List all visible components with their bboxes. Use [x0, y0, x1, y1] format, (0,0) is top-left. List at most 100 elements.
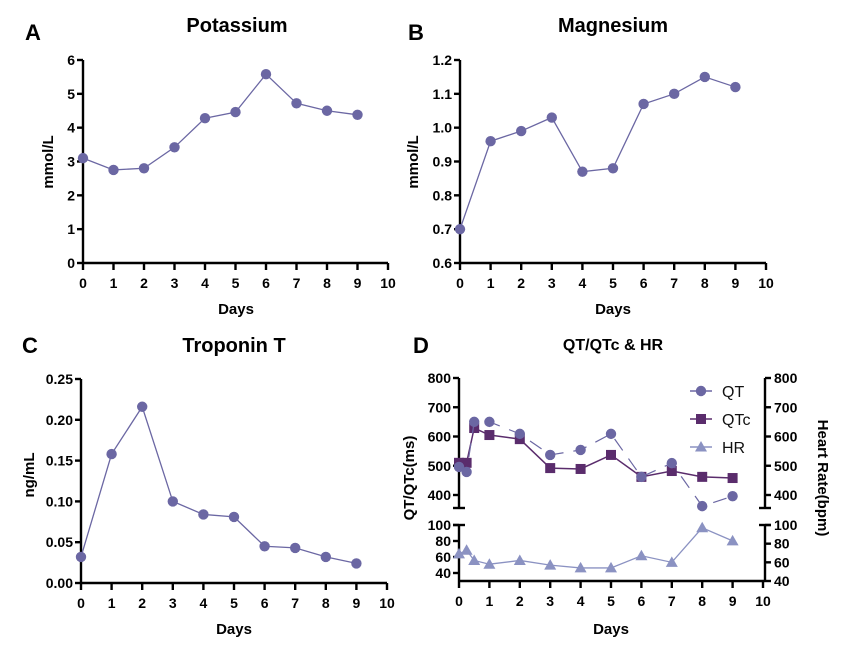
y-tick-label: 2 [67, 187, 75, 203]
data-point-hr [460, 544, 473, 555]
x-tick-label: 7 [293, 275, 301, 291]
legend: QT QTc HR [690, 384, 750, 457]
data-point [546, 112, 557, 123]
data-point [351, 558, 362, 569]
series-line [80, 405, 357, 565]
data-point-hr [453, 547, 465, 559]
data-point [607, 163, 619, 174]
data-point [290, 542, 301, 554]
x-tick-label: 9 [729, 593, 737, 609]
y-tick-label: 0.05 [46, 534, 73, 550]
y-tick-label-left: 600 [428, 429, 452, 445]
y-tick-label: 6 [67, 52, 75, 68]
data-point-hr [635, 549, 648, 561]
y-tick-label: 5 [67, 86, 75, 102]
legend-label: HR [722, 440, 745, 457]
series-line-qtc [459, 426, 733, 479]
panel-letter-b: B [408, 20, 424, 45]
x-axis-label: Days [593, 621, 629, 638]
y-tick-label-left: 700 [428, 399, 452, 415]
data-point-qt [636, 471, 647, 483]
data-point-qtc [461, 457, 472, 468]
y-tick-label-right: 40 [774, 573, 790, 589]
x-tick-label: 6 [638, 593, 646, 609]
y-tick-label-right: 100 [774, 517, 798, 533]
data-point [669, 88, 680, 100]
y-tick-label: 1.0 [433, 120, 453, 136]
y-tick-label: 0.7 [433, 221, 453, 237]
legend-marker-qtc [696, 414, 706, 424]
y-tick-label-left: 400 [428, 487, 452, 503]
data-point-qt [469, 416, 480, 428]
x-tick-label: 5 [232, 275, 240, 291]
data-point [699, 71, 710, 83]
chart-title: QT/QTc & HR [563, 337, 664, 354]
data-point [577, 166, 588, 177]
x-tick-label: 2 [517, 275, 525, 291]
data-point-qt [575, 444, 586, 456]
data-point [169, 142, 180, 153]
data-point [77, 152, 89, 164]
x-tick-label: 9 [354, 275, 362, 291]
data-point [259, 541, 270, 552]
x-tick-label: 8 [322, 595, 330, 611]
x-tick-label: 5 [609, 275, 617, 291]
x-tick-label: 4 [201, 275, 209, 291]
y-tick-label-left: 100 [428, 517, 452, 533]
x-tick-label: 6 [261, 595, 269, 611]
data-point-hr [605, 561, 617, 573]
x-tick-label: 0 [77, 595, 85, 611]
x-tick-label: 6 [640, 275, 648, 291]
x-tick-label: 9 [353, 595, 361, 611]
y-tick-label: 4 [67, 120, 75, 136]
data-point-qtc [727, 473, 738, 484]
panel-letter-a: A [25, 20, 41, 45]
y-axis-label-left: QT/QTc(ms) [401, 436, 418, 521]
y-axis-label: mmol/L [40, 135, 57, 188]
data-point-qt [727, 490, 738, 502]
data-point [228, 511, 240, 523]
x-tick-label: 0 [456, 275, 464, 291]
x-tick-label: 5 [230, 595, 238, 611]
x-tick-label: 1 [108, 595, 116, 611]
data-point [454, 223, 466, 235]
y-tick-label: 1 [67, 221, 75, 237]
data-point [485, 136, 496, 147]
x-axis-label: Days [218, 301, 254, 318]
data-point-qtc [484, 430, 495, 441]
x-tick-label: 7 [291, 595, 299, 611]
x-tick-label: 8 [323, 275, 331, 291]
series-line-hr [458, 527, 733, 569]
legend-label: QT [722, 384, 744, 401]
legend-marker-qt [695, 385, 707, 397]
x-tick-label: 5 [607, 593, 615, 609]
y-tick-label-right: 600 [774, 429, 798, 445]
data-point-qtc [606, 449, 616, 460]
y-tick-label: 0.25 [46, 371, 73, 387]
x-tick-label: 2 [516, 593, 524, 609]
data-point-qt [605, 428, 617, 440]
data-point [638, 98, 649, 110]
x-tick-label: 1 [110, 275, 118, 291]
panel-c-troponin: C Troponin T ng/mL Days 0.00 0.05 0.10 0.15… [21, 333, 395, 638]
series-line-qt [458, 421, 733, 507]
x-tick-label: 10 [379, 595, 395, 611]
x-tick-label: 1 [486, 593, 494, 609]
y-tick-label: 0.6 [433, 255, 453, 271]
data-point-qt [453, 461, 465, 473]
data-point [75, 551, 87, 563]
data-point-qt [697, 500, 708, 512]
y-tick-label-left: 800 [428, 370, 452, 386]
data-point [730, 81, 741, 93]
x-tick-label: 7 [668, 593, 676, 609]
y-tick-label-right: 60 [774, 554, 790, 570]
y-tick-label-left: 60 [435, 549, 451, 565]
y-axis-label: mmol/L [405, 135, 422, 188]
x-tick-label: 3 [171, 275, 179, 291]
data-point-qtc [545, 463, 556, 474]
x-tick-label: 7 [670, 275, 678, 291]
y-axis-label: ng/mL [21, 453, 38, 498]
y-tick-label: 0.8 [433, 187, 453, 203]
x-tick-label: 10 [755, 593, 771, 609]
